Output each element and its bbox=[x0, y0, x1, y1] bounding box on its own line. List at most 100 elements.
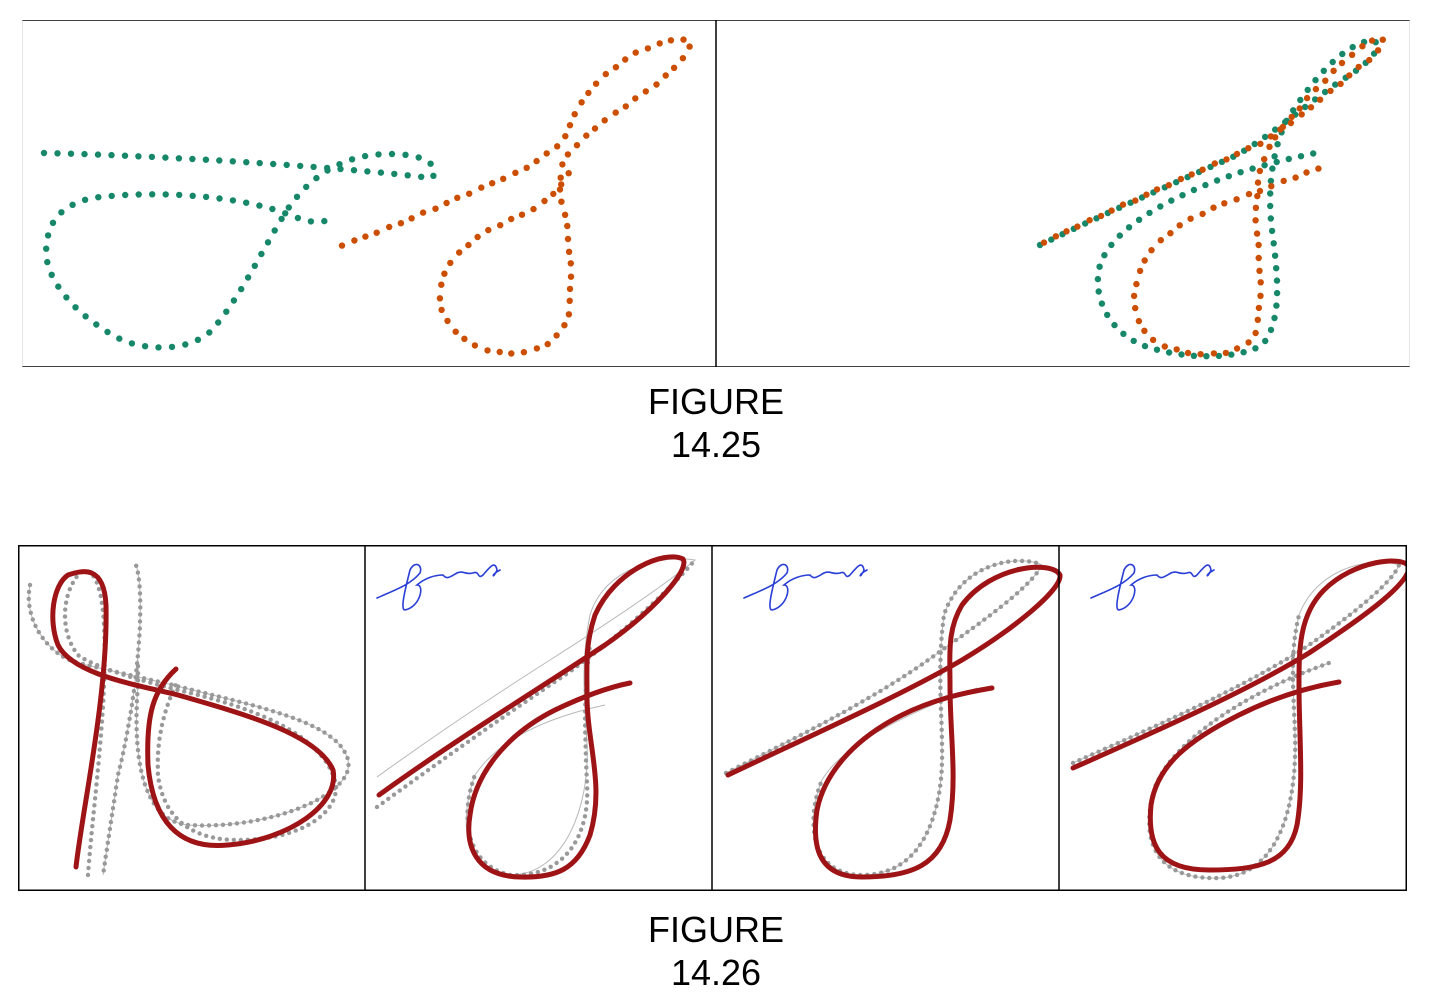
sample-dot bbox=[1070, 760, 1076, 766]
sample-dot bbox=[136, 577, 142, 582]
sample-dot bbox=[938, 783, 943, 788]
sample-dot bbox=[592, 80, 600, 87]
sample-dot bbox=[939, 629, 945, 634]
sample-dot bbox=[111, 799, 117, 804]
sample-dot bbox=[136, 640, 142, 645]
sample-dot bbox=[1379, 36, 1387, 43]
sample-dot bbox=[1320, 663, 1325, 668]
sample-dot bbox=[134, 713, 139, 718]
sample-dot bbox=[585, 786, 590, 791]
sample-dot bbox=[1217, 693, 1222, 698]
sample-dot bbox=[1167, 864, 1172, 869]
sample-dot bbox=[1252, 204, 1260, 211]
sample-dot bbox=[896, 677, 901, 683]
sample-dot bbox=[993, 608, 998, 614]
sample-dot bbox=[1271, 842, 1277, 847]
sample-dot bbox=[1314, 637, 1319, 643]
sample-dot bbox=[1286, 803, 1292, 808]
sample-dot bbox=[229, 702, 234, 707]
sample-dot bbox=[518, 211, 526, 218]
sample-dot bbox=[306, 822, 311, 827]
sample-dot bbox=[1132, 304, 1139, 312]
sample-dot bbox=[222, 700, 227, 705]
sample-dot bbox=[979, 568, 984, 573]
sample-dot bbox=[1197, 729, 1202, 735]
sample-dot bbox=[173, 683, 178, 688]
sample-dot bbox=[216, 694, 222, 699]
sample-dot bbox=[939, 720, 944, 725]
sample-dot bbox=[583, 807, 589, 812]
sample-dot bbox=[341, 775, 347, 781]
sample-dot bbox=[1146, 209, 1153, 217]
sample-dot bbox=[120, 751, 126, 756]
sample-dot bbox=[1094, 275, 1102, 283]
sample-dot bbox=[175, 687, 180, 692]
sample-dot bbox=[1233, 345, 1241, 352]
sample-dot bbox=[1237, 169, 1244, 176]
sample-dot bbox=[612, 109, 619, 116]
sample-dot bbox=[162, 798, 168, 803]
sample-dot bbox=[196, 689, 201, 694]
sample-dot bbox=[388, 150, 396, 158]
sample-dot bbox=[108, 192, 115, 200]
sample-dot bbox=[917, 842, 923, 847]
sample-dot bbox=[1289, 789, 1294, 794]
sample-dot bbox=[67, 587, 72, 592]
sample-dot bbox=[148, 680, 153, 685]
sample-dot bbox=[1102, 746, 1108, 751]
sample-dot bbox=[257, 705, 262, 710]
sample-dot bbox=[1098, 300, 1106, 307]
sample-dot bbox=[286, 830, 292, 836]
sample-dot bbox=[96, 586, 102, 592]
sample-dot bbox=[248, 819, 253, 824]
sample-dot bbox=[500, 175, 507, 182]
sample-dot bbox=[582, 814, 588, 819]
sample-dot bbox=[377, 169, 385, 176]
sample-dot bbox=[283, 161, 290, 169]
sample-dot bbox=[578, 827, 584, 832]
sample-dot bbox=[380, 800, 385, 806]
sample-dot bbox=[293, 193, 301, 200]
sample-dot bbox=[188, 691, 194, 696]
sample-dot bbox=[1273, 277, 1281, 284]
sample-dot bbox=[1269, 165, 1276, 172]
sample-dot bbox=[244, 274, 252, 281]
sample-dot bbox=[670, 64, 678, 71]
sample-dot bbox=[27, 603, 32, 609]
sample-dot bbox=[959, 633, 964, 639]
sample-dot bbox=[1245, 339, 1252, 346]
sample-dot bbox=[878, 688, 883, 694]
sample-dot bbox=[564, 851, 570, 856]
sample-dot bbox=[1359, 43, 1366, 50]
sample-dot bbox=[1199, 210, 1206, 218]
sample-dot bbox=[278, 215, 285, 223]
sample-dot bbox=[1231, 705, 1237, 711]
sample-dot bbox=[137, 633, 142, 638]
sample-dot bbox=[1223, 690, 1228, 695]
sample-dot bbox=[1115, 740, 1120, 746]
sample-dot bbox=[1160, 720, 1165, 726]
sample-dot bbox=[206, 329, 213, 336]
sample-dot bbox=[1109, 743, 1114, 749]
sample-dot bbox=[1213, 177, 1221, 184]
sample-dot bbox=[554, 860, 559, 866]
sample-dot bbox=[1273, 302, 1280, 309]
sample-dot bbox=[264, 239, 272, 246]
sample-dot bbox=[1290, 684, 1296, 689]
sample-dot bbox=[584, 772, 589, 777]
sample-dot bbox=[1210, 350, 1218, 357]
sample-dot bbox=[1288, 796, 1293, 801]
sample-dot bbox=[128, 674, 133, 679]
sample-dot bbox=[1268, 227, 1276, 235]
sample-dot bbox=[44, 641, 50, 646]
sample-dot bbox=[1245, 145, 1252, 152]
sample-dot bbox=[386, 796, 391, 801]
sample-dot bbox=[322, 730, 327, 735]
sample-dot bbox=[1327, 87, 1334, 95]
sample-dot bbox=[230, 697, 235, 703]
sample-dot bbox=[149, 191, 156, 198]
sample-dot bbox=[102, 861, 107, 866]
panel-3-warped-curve bbox=[725, 564, 1063, 880]
sample-dot bbox=[1251, 140, 1258, 148]
sample-dot bbox=[129, 702, 135, 708]
